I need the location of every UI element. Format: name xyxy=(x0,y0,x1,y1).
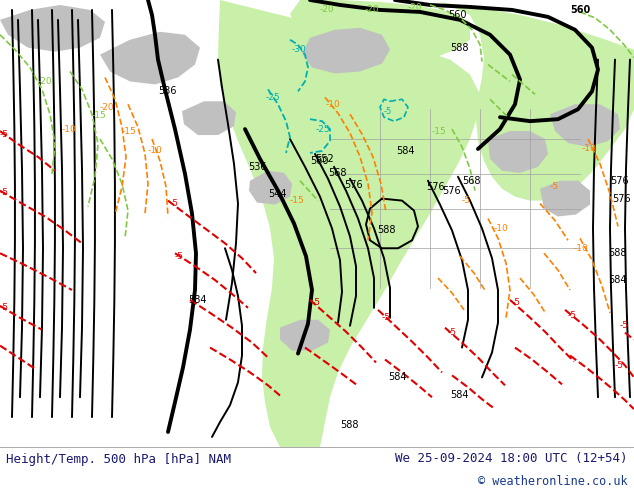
Text: 576: 576 xyxy=(426,182,444,192)
Text: 576: 576 xyxy=(610,176,629,186)
Text: -25: -25 xyxy=(266,93,281,102)
Text: -15: -15 xyxy=(122,126,137,136)
Text: 588: 588 xyxy=(450,43,469,52)
Text: -5: -5 xyxy=(312,298,321,307)
Text: -5: -5 xyxy=(384,107,392,116)
Text: -5: -5 xyxy=(448,328,457,337)
Text: 576: 576 xyxy=(442,186,461,196)
Polygon shape xyxy=(488,131,548,173)
Polygon shape xyxy=(249,171,292,204)
Text: -10: -10 xyxy=(62,124,77,134)
Text: -15: -15 xyxy=(92,111,107,120)
Text: 584: 584 xyxy=(608,275,626,285)
Polygon shape xyxy=(182,101,236,135)
Polygon shape xyxy=(290,0,470,62)
Text: 560: 560 xyxy=(448,10,467,20)
Text: -5: -5 xyxy=(0,303,9,312)
Text: 584: 584 xyxy=(450,390,469,400)
Text: -10: -10 xyxy=(326,100,340,109)
Text: -5: -5 xyxy=(175,252,184,261)
Polygon shape xyxy=(540,181,590,217)
Text: -5: -5 xyxy=(550,182,559,191)
Text: -5: -5 xyxy=(170,199,179,208)
Text: -20: -20 xyxy=(320,5,335,14)
Text: 552: 552 xyxy=(315,154,333,164)
Text: 536: 536 xyxy=(248,162,266,172)
Text: -15: -15 xyxy=(432,126,447,136)
Text: -5: -5 xyxy=(382,313,391,322)
Text: 544: 544 xyxy=(268,189,287,198)
Text: -15: -15 xyxy=(290,196,305,205)
Polygon shape xyxy=(218,0,480,447)
Text: 576: 576 xyxy=(612,194,631,204)
Polygon shape xyxy=(302,28,390,74)
Text: -5: -5 xyxy=(0,129,9,139)
Text: -20: -20 xyxy=(408,3,423,12)
Polygon shape xyxy=(100,32,200,84)
Polygon shape xyxy=(0,5,105,51)
Text: 536: 536 xyxy=(158,86,176,97)
Polygon shape xyxy=(400,0,634,200)
Text: Height/Temp. 500 hPa [hPa] NAM: Height/Temp. 500 hPa [hPa] NAM xyxy=(6,453,231,466)
Text: 560: 560 xyxy=(570,5,590,15)
Text: 576: 576 xyxy=(344,180,363,190)
Text: -20: -20 xyxy=(100,103,115,112)
Text: 584: 584 xyxy=(188,295,207,305)
Text: © weatheronline.co.uk: © weatheronline.co.uk xyxy=(478,475,628,488)
Text: 568: 568 xyxy=(328,168,347,178)
Text: -5: -5 xyxy=(0,188,9,197)
Text: We 25-09-2024 18:00 UTC (12+54): We 25-09-2024 18:00 UTC (12+54) xyxy=(395,452,628,466)
Text: -20: -20 xyxy=(38,77,53,86)
Text: 568: 568 xyxy=(462,176,481,186)
Text: -5: -5 xyxy=(620,321,629,330)
Text: -5: -5 xyxy=(568,311,577,320)
Text: 584: 584 xyxy=(396,146,415,156)
Text: -10: -10 xyxy=(148,147,163,155)
Text: -5: -5 xyxy=(512,298,521,307)
Text: -30: -30 xyxy=(292,45,307,54)
Text: 584: 584 xyxy=(388,372,406,382)
Text: 588: 588 xyxy=(608,248,626,258)
Polygon shape xyxy=(550,104,620,147)
Polygon shape xyxy=(540,54,634,119)
Text: 588: 588 xyxy=(340,420,358,430)
Text: -10: -10 xyxy=(494,224,508,233)
Text: -20: -20 xyxy=(365,5,380,14)
Text: 588: 588 xyxy=(377,225,395,235)
Text: 560: 560 xyxy=(310,156,328,166)
Polygon shape xyxy=(280,320,330,350)
Text: -10: -10 xyxy=(574,244,589,253)
Text: -5: -5 xyxy=(615,361,624,370)
Text: -5: -5 xyxy=(462,196,471,205)
Text: -25: -25 xyxy=(316,124,330,134)
Text: -10: -10 xyxy=(582,145,597,153)
